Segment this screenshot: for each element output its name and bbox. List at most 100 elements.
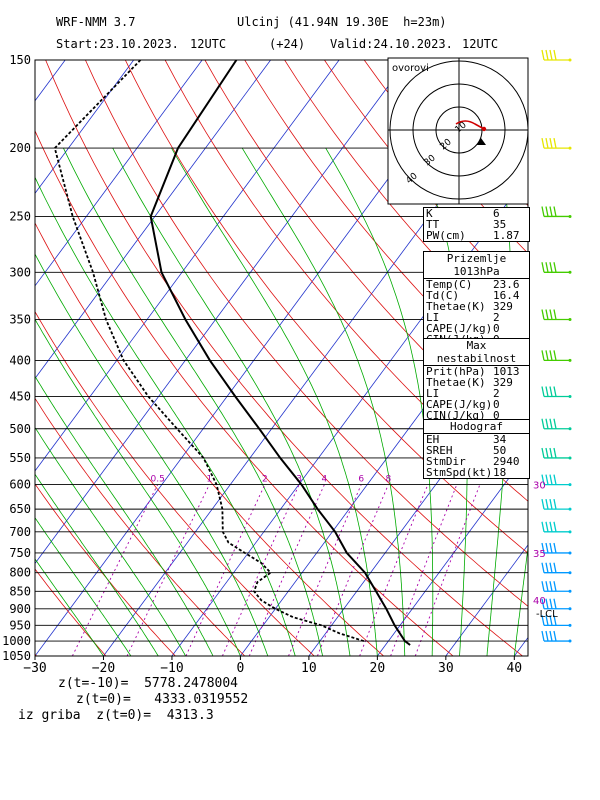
wind-barb-flag [541, 418, 545, 429]
dry-adiabat-line [164, 60, 528, 502]
mixing-ratio-line [390, 484, 458, 656]
panel-row: PW(cm) 1.87 [424, 230, 529, 241]
start-hour: 12UTC [190, 37, 227, 51]
wind-barb-flag [549, 350, 553, 361]
panel-row-value: 2940 [493, 455, 520, 468]
panel-row: EH 34 [424, 434, 529, 445]
panel-row-label: SREH [426, 444, 453, 457]
wind-barb-flag [545, 386, 549, 397]
wind-barb-station [568, 270, 572, 274]
panel-row-value: 2 [493, 311, 500, 324]
dry-adiabat-line [523, 60, 528, 66]
wind-barb-flag [541, 542, 545, 554]
mixing-ratio-label: 4 [322, 475, 328, 485]
valid-hour: 12UTC [462, 37, 499, 51]
dewpoint-profile-line [53, 60, 365, 642]
wind-barb-flag [541, 630, 545, 642]
wind-barb-station [568, 394, 572, 398]
mixing-ratio-line [185, 484, 266, 656]
panel-row-value: 2 [493, 387, 500, 400]
panel-row: Thetae(K) 329 [424, 377, 529, 388]
wind-barb-flag [549, 447, 553, 459]
moist-adiabat-line [513, 544, 528, 656]
wind-barb-flag [545, 615, 549, 626]
wind-barb-flag [549, 630, 553, 642]
wind-speed-label: 35 [533, 549, 546, 560]
panel-row-label: CAPE(J/kg) [426, 322, 493, 335]
wind-barb-flag [553, 206, 557, 217]
dry-adiabat-line [563, 60, 600, 656]
panel-row-label: CAPE(J/kg) [426, 398, 493, 411]
wind-barb-flag [553, 498, 557, 510]
wind-barb-flag [545, 350, 549, 361]
moist-adiabat-line [35, 375, 214, 656]
moist-adiabat-line [35, 558, 104, 656]
panel-row-value: 0 [493, 398, 500, 411]
wind-barb-flag [549, 598, 553, 609]
temperature-tick-label: 0 [237, 661, 245, 676]
panel-row-value: 1.87 [493, 229, 520, 242]
mixing-ratio-label: 2 [262, 475, 268, 485]
wind-barb-flag [541, 309, 545, 320]
moist-adiabat-line [241, 147, 406, 656]
panel-row-label: StmSpd(kt) [426, 466, 493, 479]
surface-panel: Prizemlje 1013hPa Temp(C) 23.6 Td(C) 16.4 The… [423, 251, 530, 346]
wind-barb-flag [545, 521, 549, 532]
mixing-ratio-line [414, 484, 481, 656]
panel-row: TT 35 [424, 219, 529, 230]
wind-barb-flag [549, 542, 553, 554]
temperature-tick-label: −20 [92, 661, 115, 676]
wind-barb-flag [541, 447, 545, 459]
wind-barb-flag [545, 206, 549, 217]
wind-barb-flag [541, 350, 545, 361]
isotherm-line [35, 60, 271, 380]
moist-adiabat-line [35, 176, 296, 656]
panel-row: CIN(J/kg) 0 [424, 410, 529, 421]
wind-barb-flag [545, 137, 549, 149]
wind-barb-station [568, 507, 572, 511]
panel-row-value: 0 [493, 322, 500, 335]
pressure-tick-label: 500 [9, 422, 31, 436]
wind-barb-station [568, 483, 572, 487]
isotherm-line [445, 544, 528, 656]
wind-barb-flag [553, 262, 557, 273]
mixing-ratio-line [126, 484, 210, 656]
wind-barb-flag [549, 206, 553, 217]
wind-barb-flag [549, 521, 553, 532]
mixing-ratio-line [248, 484, 325, 656]
wind-barb-flag [553, 137, 557, 149]
wind-barb-flag [541, 262, 545, 273]
wind-barb-station [568, 214, 572, 218]
wind-barb-flag [545, 630, 549, 642]
mixing-ratio-line [288, 484, 362, 656]
panel-title: Prizemlje 1013hPa [446, 252, 507, 278]
wind-barb-flag [553, 598, 557, 609]
panel-row-value: 35 [493, 218, 507, 231]
wind-barb-flag [553, 581, 557, 592]
panel-row: LI 2 [424, 312, 529, 323]
wind-barb-station [568, 639, 572, 643]
wind-barb-station [568, 551, 572, 555]
panel-row-value: 329 [493, 300, 513, 313]
moist-adiabat-line [35, 473, 159, 656]
wind-barb-station [568, 530, 572, 534]
wind-barb-flag [549, 498, 553, 510]
panel-row: SREH 50 [424, 445, 529, 456]
wind-barb-flag [549, 418, 553, 429]
footer-line-2: z(t=0)= 4333.0319552 [76, 692, 249, 707]
dry-adiabat-line [35, 310, 315, 656]
mixing-ratio-label: 6 [358, 475, 364, 485]
wind-barb-flag [541, 386, 545, 397]
mixing-ratio-line [316, 484, 389, 656]
storm-motion-marker [477, 138, 486, 145]
panel-row-label: CIN(J/kg) [426, 409, 486, 422]
panel-divider [424, 365, 529, 366]
pressure-tick-label: 450 [9, 389, 31, 403]
start-date: Start:23.10.2023. [56, 37, 179, 51]
pressure-tick-label: 700 [9, 525, 31, 539]
panel-row-label: Td(C) [426, 289, 460, 302]
temperature-tick-label: 10 [301, 661, 317, 676]
moist-adiabat-line [35, 426, 186, 656]
wind-barb-flag [553, 447, 557, 459]
